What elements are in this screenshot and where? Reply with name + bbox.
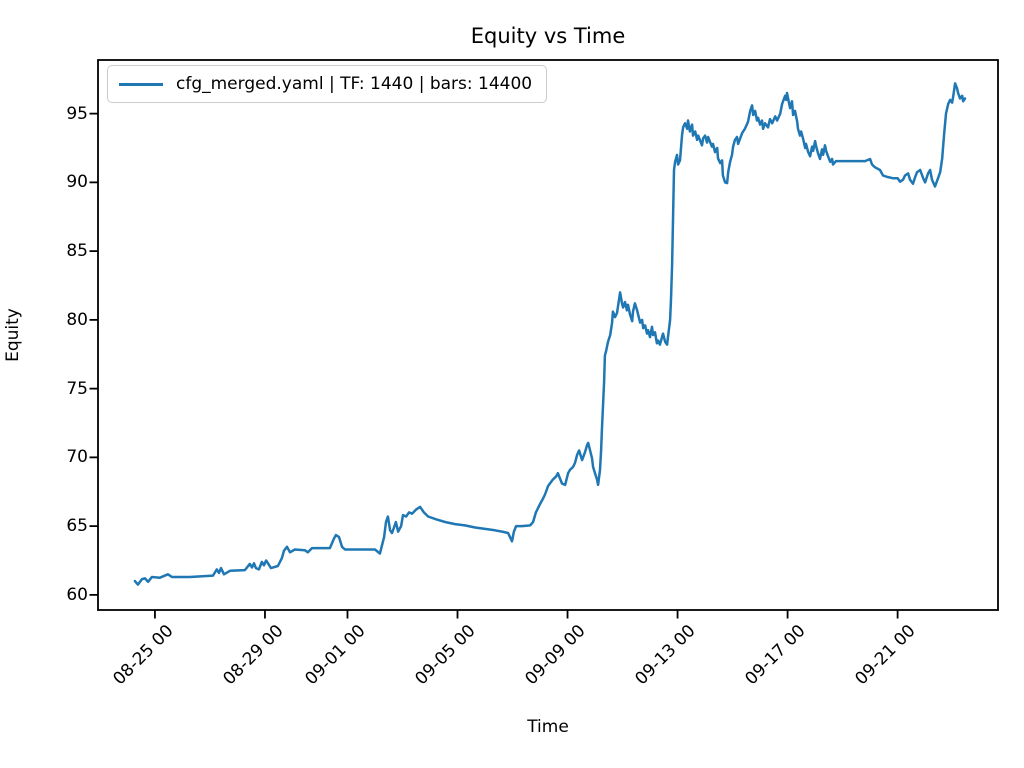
- y-tick-label: 60: [66, 584, 88, 605]
- legend-line-sample: [119, 82, 163, 86]
- y-tick-label: 75: [66, 378, 88, 399]
- equity-line: [133, 82, 967, 586]
- y-tick-label: 85: [66, 241, 88, 262]
- y-tick-label: 65: [66, 516, 88, 537]
- y-tick-label: 90: [66, 172, 88, 193]
- legend: cfg_merged.yaml | TF: 1440 | bars: 14400: [107, 65, 548, 103]
- y-axis-label: Equity: [3, 308, 23, 362]
- chart-title: Equity vs Time: [470, 24, 626, 48]
- y-tick-label: 70: [66, 447, 88, 468]
- legend-label: cfg_merged.yaml | TF: 1440 | bars: 14400: [176, 74, 533, 94]
- axes-spines: [97, 59, 999, 611]
- y-tick-label: 80: [66, 309, 88, 330]
- y-tick-label: 95: [66, 103, 88, 124]
- x-axis-label: Time: [527, 717, 569, 737]
